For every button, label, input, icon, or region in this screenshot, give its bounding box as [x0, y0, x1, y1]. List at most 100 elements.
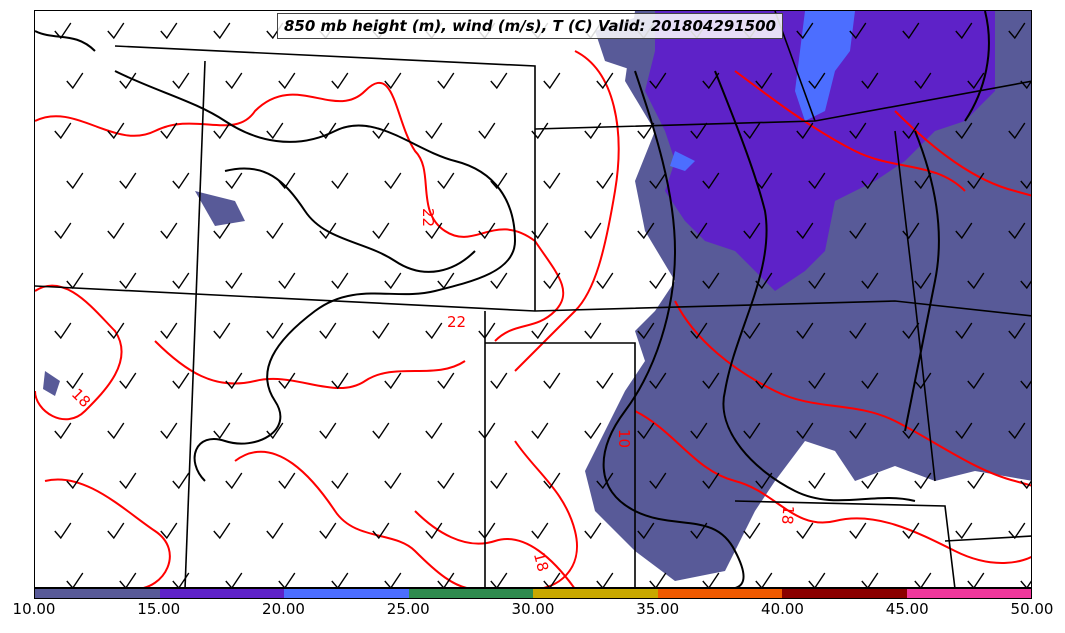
wind-shade-small-w1: [195, 191, 245, 226]
state-border: [114, 45, 536, 311]
wind-barb: [967, 372, 985, 390]
wind-barb: [331, 172, 349, 190]
wind-barb: [743, 122, 761, 140]
wind-barb: [914, 272, 932, 290]
colorbar-segment: [906, 589, 1031, 598]
wind-barb: [690, 322, 708, 340]
wind-barb: [531, 122, 549, 140]
wind-barb: [225, 572, 243, 587]
wind-barb: [861, 372, 879, 390]
wind-barb: [796, 522, 814, 540]
colorbar-tick-label: 25.00: [386, 600, 430, 618]
colorbar-tick-label: 10.00: [12, 600, 56, 618]
map-title: 850 mb height (m), wind (m/s), T (C) Val…: [277, 13, 783, 39]
wind-barb: [808, 472, 826, 490]
wind-barb: [490, 372, 508, 390]
wind-barb: [225, 72, 243, 90]
wind-barb: [743, 522, 761, 540]
wind-barb: [437, 172, 455, 190]
wind-barb: [160, 322, 178, 340]
wind-barb: [119, 372, 137, 390]
wind-barb: [54, 222, 72, 240]
wind-barb: [384, 272, 402, 290]
wind-barb: [914, 472, 932, 490]
wind-barb: [213, 522, 231, 540]
height-contour: [35, 30, 96, 52]
wind-barb: [54, 22, 72, 40]
temp-contour: [35, 81, 565, 342]
wind-barb: [160, 522, 178, 540]
colorbar-tick-label: 20.00: [262, 600, 305, 618]
wind-barb: [743, 322, 761, 340]
wind-barb: [596, 472, 614, 490]
wind-barb: [490, 172, 508, 190]
wind-barb: [861, 172, 879, 190]
wind-barb: [596, 272, 614, 290]
wind-barb: [225, 472, 243, 490]
colorbar-tick-label: 35.00: [636, 600, 680, 618]
wind-barb: [54, 422, 72, 440]
wind-barb: [690, 522, 708, 540]
wind-barb: [213, 422, 231, 440]
wind-barb: [902, 122, 920, 140]
wind-barb: [796, 322, 814, 340]
wind-barb: [584, 222, 602, 240]
wind-barb: [266, 122, 284, 140]
wind-barb: [1020, 480, 1031, 490]
wind-barb: [278, 272, 296, 290]
wind-barb: [1020, 80, 1031, 90]
wind-barb: [119, 272, 137, 290]
wind-barb: [319, 422, 337, 440]
wind-barb: [755, 372, 773, 390]
temp-contour: [674, 300, 1031, 487]
wind-barb: [66, 272, 84, 290]
wind-barb: [319, 222, 337, 240]
wind-barb: [796, 222, 814, 240]
wind-barb: [54, 322, 72, 340]
wind-barb: [743, 222, 761, 240]
wind-barb: [1008, 122, 1026, 140]
colorbar-segment: [657, 589, 782, 598]
height-contour: [114, 70, 517, 482]
wind-barb: [266, 222, 284, 240]
wind-barb: [278, 72, 296, 90]
wind-speed-colorbar: [34, 588, 1032, 599]
temperature-contours: [35, 50, 1031, 587]
state-borders: [35, 11, 1031, 587]
wind-barb: [543, 472, 561, 490]
wind-barb: [543, 272, 561, 290]
wind-barb: [849, 22, 867, 40]
wind-barb: [119, 172, 137, 190]
wind-barb: [584, 322, 602, 340]
wind-barb: [808, 172, 826, 190]
wind-barb: [490, 72, 508, 90]
height-contour: [714, 70, 916, 502]
contour-label: 22: [419, 208, 437, 227]
wind-shade-20-25-b: [670, 151, 695, 171]
wind-barb: [172, 472, 190, 490]
wind-barb: [543, 372, 561, 390]
wind-barb: [425, 522, 443, 540]
wind-barb: [967, 72, 985, 90]
wind-barb: [1008, 222, 1026, 240]
wind-barb: [213, 22, 231, 40]
wind-barb: [490, 272, 508, 290]
wind-barb: [107, 422, 125, 440]
wind-barb: [478, 222, 496, 240]
wind-barb: [66, 172, 84, 190]
colorbar-tick-label: 50.00: [1010, 600, 1054, 618]
contour-label: 18: [530, 551, 552, 574]
contour-labels: 22 22 18 18 18 10: [68, 208, 798, 574]
wind-barb: [172, 272, 190, 290]
height-contour: [964, 11, 990, 122]
wind-barb: [437, 272, 455, 290]
colorbar-segment: [533, 589, 658, 598]
wind-barb: [331, 472, 349, 490]
state-border: [184, 60, 206, 587]
wind-barb: [107, 222, 125, 240]
wind-barb: [902, 522, 920, 540]
wind-barb: [319, 322, 337, 340]
temp-contour: [154, 340, 466, 390]
wind-barb: [425, 122, 443, 140]
wind-barb: [596, 72, 614, 90]
